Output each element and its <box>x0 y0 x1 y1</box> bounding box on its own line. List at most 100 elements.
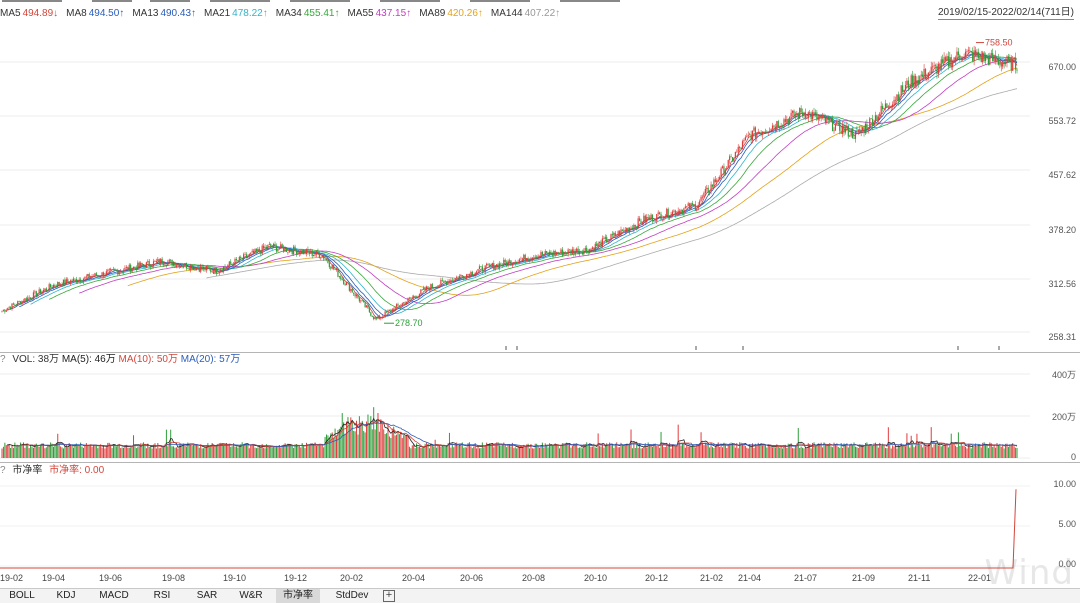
volume-bar <box>839 447 841 458</box>
candle-body <box>263 245 265 249</box>
volume-bar <box>703 445 705 458</box>
pb-panel[interactable] <box>0 476 1080 572</box>
price-panel[interactable]: 758.50 278.70 <box>0 22 1080 352</box>
volume-bar <box>724 444 726 458</box>
candle-body <box>889 106 891 108</box>
volume-bar <box>81 446 83 458</box>
candle-body <box>746 136 748 138</box>
candle-body <box>250 252 252 254</box>
candle-body <box>411 297 413 299</box>
volume-bar <box>521 447 523 458</box>
volume-bar <box>543 447 545 458</box>
volume-bar <box>804 447 806 458</box>
volume-bar <box>105 447 107 458</box>
volume-bar <box>295 444 297 458</box>
candle-body <box>564 252 566 253</box>
axis-tick-label: 5.00 <box>1058 519 1076 529</box>
volume-bar <box>441 444 443 458</box>
tab-[interactable]: 市净率 <box>276 589 320 603</box>
tab-macd[interactable]: MACD <box>99 590 129 601</box>
volume-bar <box>100 444 102 458</box>
time-axis-label: 20-12 <box>645 573 669 583</box>
candle-body <box>460 275 462 277</box>
volume-bar <box>40 444 42 458</box>
date-range-selector[interactable]: 2019/02/15-2022/02/14(711日) <box>937 7 1074 20</box>
candle-body <box>906 80 908 86</box>
candle-body <box>770 128 772 131</box>
volume-bar <box>400 432 402 458</box>
volume-chart[interactable] <box>0 366 1080 462</box>
candle-body <box>846 125 848 129</box>
candle-body <box>370 312 372 316</box>
tab-boll[interactable]: BOLL <box>9 590 35 601</box>
candle-body <box>704 189 706 193</box>
candle-body <box>7 308 9 311</box>
volume-bar <box>1010 445 1012 458</box>
volume-bar <box>125 444 127 458</box>
candle-body <box>950 57 952 68</box>
tab-stddev[interactable]: StdDev <box>335 590 369 601</box>
tab-wr[interactable]: W&R <box>239 590 263 601</box>
candle-body <box>693 204 695 205</box>
volume-bar <box>530 444 532 458</box>
candle-body <box>160 258 162 264</box>
candle-body <box>634 224 636 227</box>
candle-body <box>867 128 869 130</box>
candle-body <box>703 192 705 197</box>
volume-panel[interactable] <box>0 366 1080 462</box>
candle-body <box>733 158 735 162</box>
volume-bar <box>634 448 636 458</box>
candle-body <box>284 247 286 252</box>
volume-bar <box>737 448 739 458</box>
volume-bar <box>245 443 247 458</box>
volume-bar <box>214 446 216 458</box>
candle-body <box>48 284 50 291</box>
volume-bar <box>466 447 468 458</box>
candle-body <box>395 304 398 307</box>
volume-bar <box>414 448 416 458</box>
candle-body <box>172 263 175 266</box>
candle-body <box>919 76 921 84</box>
volume-bar <box>407 436 409 458</box>
candle-body <box>618 231 621 236</box>
candle-body <box>707 187 709 193</box>
question-icon[interactable]: ? <box>0 354 6 365</box>
volume-bar <box>1016 447 1018 458</box>
volume-bar <box>600 446 602 458</box>
candle-body <box>544 251 546 255</box>
volume-bar <box>82 447 84 458</box>
candle-body <box>1 310 3 312</box>
tab-kdj[interactable]: KDJ <box>56 590 76 601</box>
candle-body <box>162 263 165 265</box>
ma-label: MA89 <box>419 8 446 19</box>
volume-bar <box>404 435 406 458</box>
candle-body <box>751 130 754 141</box>
volume-bar <box>922 447 924 458</box>
add-indicator-button[interactable]: + <box>383 590 395 602</box>
candle-body <box>334 268 336 270</box>
volume-bar <box>526 444 528 458</box>
question-icon[interactable]: ? <box>0 465 6 476</box>
volume-bar <box>145 448 147 458</box>
candle-body <box>148 261 150 266</box>
volume-bar <box>959 445 961 458</box>
candle-body <box>333 265 335 269</box>
tab-rsi[interactable]: RSI <box>153 590 171 601</box>
volume-bar <box>148 446 150 458</box>
tab-sar[interactable]: SAR <box>196 590 218 601</box>
volume-bar <box>639 443 641 458</box>
volume-bar <box>498 445 500 458</box>
candle-body <box>87 274 89 277</box>
volume-bar <box>779 447 781 458</box>
volume-bar <box>486 442 488 458</box>
volume-bar <box>344 433 346 458</box>
candle-body <box>311 250 313 257</box>
candle-body <box>427 286 429 289</box>
volume-bar <box>55 442 57 458</box>
volume-bar <box>458 445 460 458</box>
candle-body <box>310 250 312 254</box>
volume-bar <box>446 445 448 458</box>
pb-chart[interactable] <box>0 476 1080 572</box>
candle-body <box>593 247 595 252</box>
